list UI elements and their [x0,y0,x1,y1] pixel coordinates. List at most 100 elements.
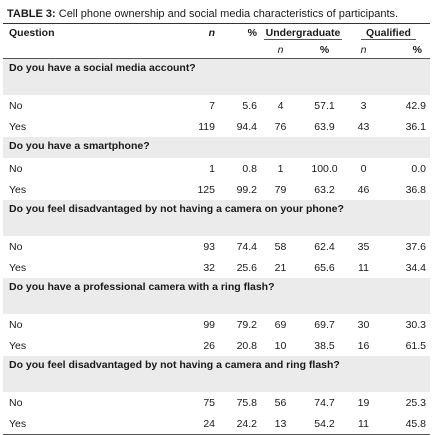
cell-ug-pct: 63.2 [314,183,335,196]
cell-q-n: 43 [357,120,370,133]
cell-q-pct: 36.1 [405,120,426,133]
table-row: Yes 24 24.2 13 54.2 11 45.8 [3,413,430,435]
cell-pct: 79.2 [236,318,257,331]
table-row: Yes 26 20.8 10 38.5 16 61.5 [3,335,430,356]
cell-pct: 94.4 [236,120,257,133]
row-label: No [9,240,23,253]
cell-q-n: 30 [357,318,370,331]
question-row: Do you feel disadvantaged by not having … [3,356,430,392]
subheader-row: n % n % [3,41,430,59]
cell-pct: 74.4 [236,240,257,253]
cell-q-n: 46 [357,183,370,196]
table-row: Yes 32 25.6 21 65.6 11 34.4 [3,257,430,278]
subheader-q-n: n [360,43,367,56]
question-row: Do you feel disadvantaged by not having … [3,200,430,236]
cell-pct: 75.8 [236,396,257,409]
cell-q-n: 11 [358,417,369,430]
cell-n: 7 [209,99,215,112]
table-row: No 93 74.4 58 62.4 35 37.6 [3,236,430,257]
subheader-q-pct: % [412,43,422,56]
row-label: Yes [9,417,27,430]
cell-pct: 99.2 [236,183,257,196]
cell-q-n: 19 [357,396,370,409]
question-text: Do you have a smartphone? [3,137,430,158]
question-row: Do you have a social media account? [3,58,430,95]
header-row: Question n % Undergraduate Qualified [3,24,430,41]
header-question: Question [9,26,55,39]
table-container: TABLE 3: Cell phone ownership and social… [3,5,430,435]
cell-ug-n: 13 [274,417,287,430]
data-table: Question n % Undergraduate Qualified n %… [3,24,430,435]
cell-ug-n: 58 [274,240,287,253]
cell-pct: 5.6 [242,99,257,112]
cell-n: 32 [203,261,215,274]
row-label: No [9,318,23,331]
cell-q-n: 11 [358,261,369,274]
cell-n: 26 [203,339,215,352]
table-row: No 75 75.8 56 74.7 19 25.3 [3,392,430,413]
row-label: No [9,162,23,175]
cell-q-pct: 34.4 [405,261,426,274]
cell-q-pct: 25.3 [405,396,426,409]
question-text: Do you feel disadvantaged by not having … [3,200,430,236]
cell-n: 119 [198,120,215,133]
row-label: Yes [9,120,27,133]
header-pct: % [247,26,257,39]
cell-ug-n: 21 [274,261,287,274]
cell-pct: 0.8 [242,162,257,175]
cell-ug-n: 1 [277,162,284,175]
cell-q-pct: 61.5 [405,339,426,352]
table-row: Yes 119 94.4 76 63.9 43 36.1 [3,116,430,137]
table-row: No 7 5.6 4 57.1 3 42.9 [3,95,430,116]
subheader-ug-pct: % [319,43,330,56]
question-row: Do you have a smartphone? [3,137,430,158]
cell-n: 93 [203,240,215,253]
cell-ug-n: 69 [274,318,287,331]
caption-text: Cell phone ownership and social media ch… [55,8,399,20]
cell-n: 99 [203,318,215,331]
cell-ug-pct: 74.7 [314,396,335,409]
question-text: Do you have a professional camera with a… [3,278,430,314]
cell-ug-pct: 63.9 [314,120,335,133]
cell-ug-pct: 38.5 [314,339,335,352]
cell-q-pct: 37.6 [405,240,426,253]
cell-ug-pct: 54.2 [314,417,335,430]
row-label: No [9,99,23,112]
header-n: n [208,26,215,39]
cell-n: 1 [209,162,215,175]
row-label: Yes [9,261,27,274]
cell-q-pct: 42.9 [405,99,426,112]
cell-q-n: 0 [360,162,367,175]
table-row: No 1 0.8 1 100.0 0 0.0 [3,158,430,179]
cell-ug-pct: 69.7 [314,318,335,331]
cell-ug-n: 10 [274,339,287,352]
cell-q-n: 3 [360,99,367,112]
cell-ug-n: 56 [274,396,287,409]
header-qualified: Qualified [361,26,416,40]
cell-pct: 24.2 [236,417,257,430]
cell-q-n: 35 [357,240,370,253]
subheader-ug-n: n [277,43,284,56]
cell-ug-n: 76 [274,120,287,133]
cell-ug-pct: 100.0 [311,162,338,175]
table-caption: TABLE 3: Cell phone ownership and social… [3,5,430,23]
cell-ug-pct: 65.6 [314,261,335,274]
row-label: Yes [9,339,27,352]
question-row: Do you have a professional camera with a… [3,278,430,314]
cell-q-pct: 36.8 [405,183,426,196]
cell-q-pct: 0.0 [411,162,426,175]
top-rule [3,23,430,24]
row-label: No [9,396,23,409]
cell-n: 24 [203,417,215,430]
header-undergraduate: Undergraduate [263,26,343,40]
cell-ug-pct: 57.1 [314,99,335,112]
row-label: Yes [9,183,27,196]
cell-n: 75 [203,396,215,409]
question-text: Do you feel disadvantaged by not having … [3,356,430,392]
cell-q-n: 16 [357,339,370,352]
cell-ug-pct: 62.4 [314,240,335,253]
cell-n: 125 [197,183,215,196]
cell-ug-n: 79 [274,183,287,196]
cell-ug-n: 4 [277,99,284,112]
cell-pct: 20.8 [236,339,257,352]
